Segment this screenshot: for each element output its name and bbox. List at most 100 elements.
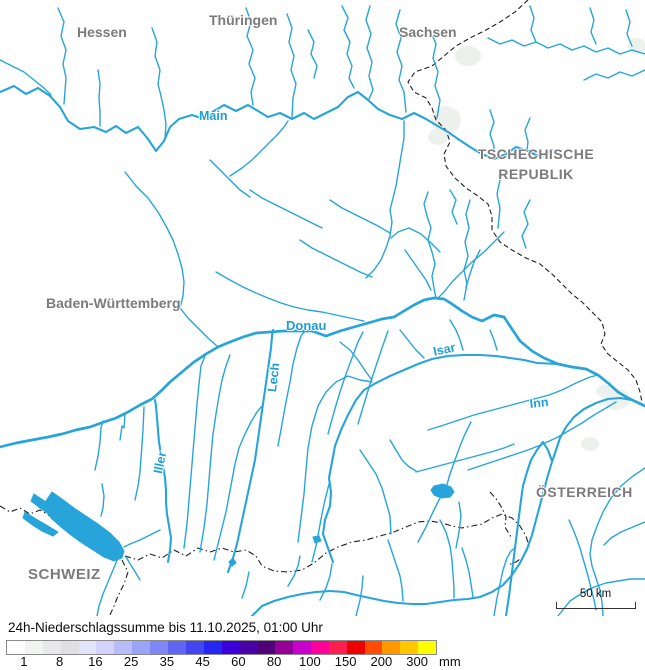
border-switzerland-rhein (109, 559, 129, 616)
border-austria-salzach (489, 491, 512, 538)
river-tributary (97, 69, 101, 127)
lake-small (228, 557, 237, 567)
legend-tick: 300 (406, 654, 428, 669)
river-tributary (603, 521, 645, 546)
legend-segment (293, 641, 311, 654)
river-regnitz (365, 120, 405, 279)
river-tributary (404, 249, 432, 291)
river-tributary (355, 575, 364, 616)
river-tributary (286, 13, 297, 118)
legend-tick: 60 (231, 654, 246, 669)
river-alz (445, 421, 472, 489)
river-tributary (417, 491, 444, 543)
river-tributary (119, 413, 126, 441)
river-tauber (124, 171, 185, 309)
river-tributary (341, 5, 355, 89)
river-tributary (487, 37, 645, 55)
legend-tick: 25 (123, 654, 139, 669)
river-lech (226, 328, 275, 574)
lake-chiemsee (430, 483, 455, 499)
legend-segment (7, 641, 25, 654)
river-tributary (489, 329, 498, 351)
river-tributary (449, 319, 464, 351)
legend-segment (60, 641, 79, 654)
legend-segment (24, 641, 43, 654)
river-tributary (583, 69, 645, 81)
river-tributary (57, 7, 67, 105)
precip-blob (455, 46, 481, 66)
river-vils (427, 374, 599, 431)
legend-tick: 200 (370, 654, 393, 669)
river-tributary (94, 420, 104, 471)
river-tributary (229, 120, 289, 177)
legend-segment (132, 641, 150, 654)
river-wertach (213, 405, 263, 561)
river-regen (437, 231, 505, 299)
river-tributary (463, 199, 471, 301)
precip-blob (596, 385, 612, 397)
border-austria (124, 513, 530, 573)
river-tributary (524, 117, 531, 151)
legend-segment (78, 641, 97, 654)
river-enns (589, 467, 645, 616)
legend-tick: 1 (20, 654, 28, 669)
river-tributary (241, 571, 250, 599)
legend-tick: 35 (159, 654, 175, 669)
river-tributary (496, 179, 501, 229)
legend-color-bar (6, 640, 437, 655)
river-tributary (465, 249, 481, 288)
legend-segment (239, 641, 258, 654)
river-pegnitz (390, 227, 441, 253)
river-inn (250, 396, 645, 616)
legend-segment (185, 641, 204, 654)
legend-segment (203, 641, 222, 654)
river-tributary (287, 555, 301, 587)
river-tributary (151, 27, 167, 140)
legend-segment (364, 641, 383, 654)
river-salzach (504, 440, 554, 616)
river-tributary (521, 199, 531, 249)
lakes (22, 483, 455, 567)
river-woernitz (179, 307, 218, 347)
precip-blob (428, 129, 448, 145)
river-tributary (307, 29, 318, 79)
river-paar (277, 330, 306, 447)
river-rott (467, 401, 617, 471)
legend-tick: 16 (88, 654, 103, 669)
river-tributary (365, 5, 374, 100)
river-tributary (329, 199, 391, 234)
river-tributary (199, 354, 231, 553)
lake-bodensee (45, 491, 125, 562)
legend-tick: 8 (56, 654, 64, 669)
river-loisach (311, 480, 331, 563)
legend-title: 24h-Niederschlagssumme bis 11.10.2025, 0… (8, 620, 323, 635)
river-rhein (96, 557, 119, 616)
river-tributary (359, 449, 392, 535)
legend-segment (275, 641, 293, 654)
river-tributary (134, 406, 145, 501)
river-bregenzerach (125, 556, 141, 581)
lake-bodensee-arm (22, 511, 59, 537)
river-donau (0, 296, 645, 449)
lake-small (312, 535, 322, 544)
river-mangfall (387, 539, 404, 602)
legend-tick: 80 (266, 654, 282, 669)
scale-bar-label: 50 km (579, 588, 612, 600)
river-tributary (429, 29, 441, 119)
river-tributary (0, 59, 52, 96)
river-tributary (557, 578, 645, 616)
legend-segment (150, 641, 168, 654)
river-tributary (625, 9, 633, 47)
river-tributary (327, 331, 364, 435)
legend-tick: 45 (195, 654, 210, 669)
river-altmuehl (215, 271, 365, 322)
legend-segment (382, 641, 401, 654)
border-czech-republic (407, 0, 643, 403)
river-tributary (319, 563, 333, 601)
river-traun (461, 547, 474, 598)
precip-blob (581, 437, 599, 451)
legend-tick: 100 (299, 654, 321, 669)
river-main (0, 84, 554, 161)
river-tributary (529, 5, 537, 43)
